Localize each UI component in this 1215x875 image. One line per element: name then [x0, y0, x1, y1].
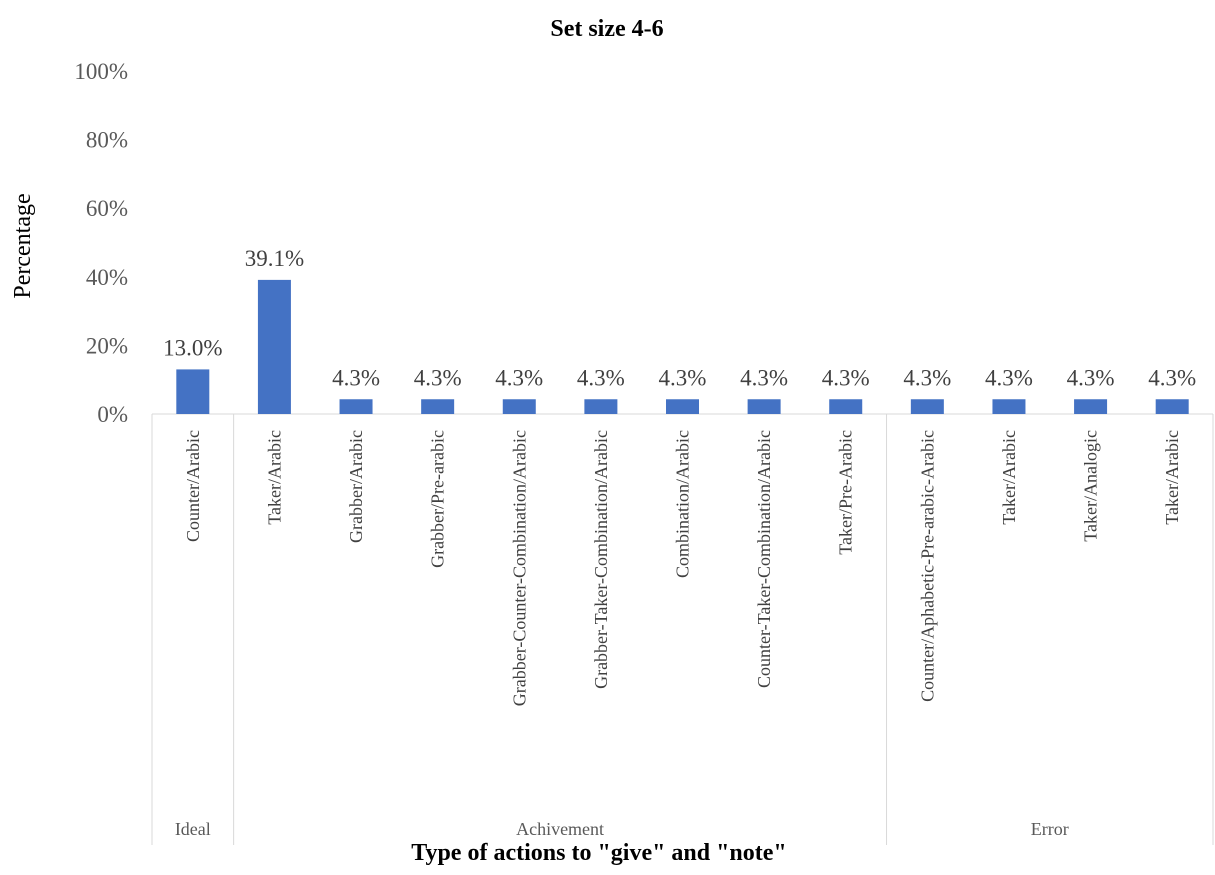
data-label: 4.3% — [577, 365, 625, 390]
y-tick-label: 100% — [74, 59, 128, 84]
data-label: 4.3% — [1067, 365, 1115, 390]
bar — [747, 399, 781, 414]
bar — [584, 399, 618, 414]
data-label: 4.3% — [495, 365, 543, 390]
bar — [992, 399, 1026, 414]
category-label: Combination/Arabic — [673, 430, 693, 578]
category-label: Counter/Arabic — [183, 430, 203, 542]
group-label: Error — [1031, 819, 1069, 839]
data-label: 4.3% — [1148, 365, 1196, 390]
bar — [1074, 399, 1108, 414]
y-tick-label: 40% — [86, 265, 128, 290]
bar — [257, 279, 291, 414]
y-tick-label: 0% — [97, 402, 128, 427]
y-tick-label: 60% — [86, 196, 128, 221]
y-tick-label: 20% — [86, 333, 128, 358]
category-label: Counter/Aphabetic-Pre-arabic-Arabic — [917, 430, 937, 702]
bar — [176, 369, 210, 414]
category-label: Taker/Arabic — [264, 430, 284, 525]
data-label: 4.3% — [659, 365, 707, 390]
category-label: Grabber-Counter-Combination/Arabic — [509, 430, 529, 706]
bar — [666, 399, 699, 414]
bar — [829, 399, 863, 414]
x-axis-label: Type of actions to "give" and "note" — [411, 840, 787, 866]
group-label: Achivement — [516, 819, 604, 839]
y-tick-label: 80% — [86, 128, 128, 153]
category-label: Grabber/Pre-arabic — [428, 430, 448, 568]
bar — [910, 399, 944, 414]
chart-title: Set size 4-6 — [550, 16, 663, 42]
category-label: Counter-Taker-Combination/Arabic — [754, 430, 774, 688]
category-label: Grabber-Taker-Combination/Arabic — [591, 430, 611, 689]
data-label: 4.3% — [414, 365, 462, 390]
data-label: 13.0% — [163, 335, 222, 360]
data-label: 4.3% — [903, 365, 951, 390]
bar — [421, 399, 455, 414]
data-label: 4.3% — [822, 365, 870, 390]
y-axis-label: Percentage — [10, 193, 36, 298]
bar — [339, 399, 373, 414]
bar — [502, 399, 536, 414]
category-label: Taker/Pre-Arabic — [836, 430, 856, 555]
category-label: Taker/Analogic — [1081, 430, 1101, 542]
data-label: 39.1% — [245, 246, 304, 271]
data-label: 4.3% — [740, 365, 788, 390]
plot-area: 0% 20% 40% 60% 80% 100% 13.0% Counter/Arabic 39.… — [74, 59, 1214, 845]
category-label: Taker/Arabic — [999, 430, 1019, 525]
group-label: Ideal — [175, 819, 211, 839]
data-label: 4.3% — [985, 365, 1033, 390]
category-label: Taker/Arabic — [1162, 430, 1182, 525]
category-label: Grabber/Arabic — [346, 430, 366, 543]
data-label: 4.3% — [332, 365, 380, 390]
bar — [1155, 399, 1189, 414]
